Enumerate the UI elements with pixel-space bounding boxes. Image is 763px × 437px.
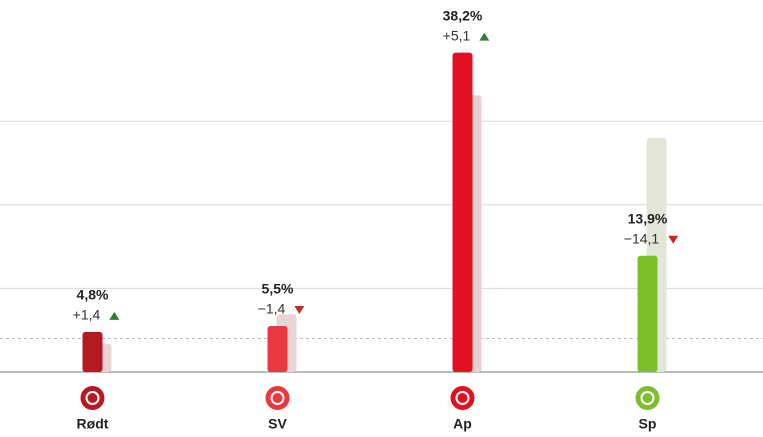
change-label: −14,1 xyxy=(624,231,660,247)
value-label: 4,8% xyxy=(77,287,109,303)
x-tick-label: Sp xyxy=(639,416,657,432)
arrow-down xyxy=(668,235,679,244)
change-label: +5,1 xyxy=(443,27,471,43)
value-label: 5,5% xyxy=(262,281,294,297)
x-tick-label: Ap xyxy=(453,416,472,432)
bar xyxy=(452,52,473,373)
party-logo-inner xyxy=(270,391,285,405)
bar xyxy=(267,326,288,372)
arrow-down xyxy=(294,306,305,315)
party-logo-inner xyxy=(640,391,655,405)
change-label: +1,4 xyxy=(73,307,101,323)
value-label: 38,2% xyxy=(443,7,483,23)
x-tick-label: Rødt xyxy=(77,416,109,432)
party-logo xyxy=(80,386,105,410)
party-logo-inner xyxy=(85,391,100,405)
party-logo xyxy=(265,386,290,410)
bar xyxy=(82,331,103,372)
x-tick-label: SV xyxy=(268,416,287,432)
bar xyxy=(637,255,658,372)
arrow-up xyxy=(479,32,490,41)
party-logo xyxy=(450,386,475,410)
arrow-up xyxy=(109,311,120,320)
change-label: −1,4 xyxy=(258,301,286,317)
value-label: 13,9% xyxy=(628,211,668,227)
party-logo xyxy=(635,386,660,410)
party-logo-inner xyxy=(455,391,470,405)
